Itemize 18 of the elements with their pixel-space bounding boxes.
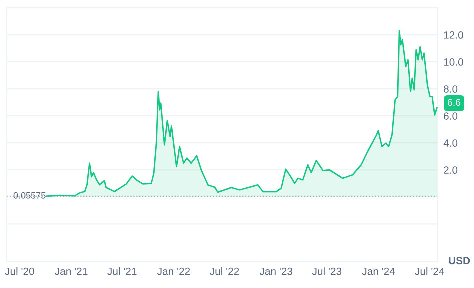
y-tick-label: 4.0 [444,140,458,147]
x-tick-label: Jan '21 [55,268,88,276]
x-tick-label: Jan '22 [157,268,190,276]
x-tick-label: Jul '20 [5,268,34,276]
y-axis-title: USD [449,257,470,265]
x-tick-label: Jul '22 [210,268,240,276]
ref-line-label: 0.05575 [14,192,46,199]
x-tick-label: Jul '24 [415,268,444,276]
y-tick-label: 10.0 [444,58,464,66]
x-tick-label: Jan '24 [362,268,396,276]
y-tick-label: 12.0 [444,32,464,39]
x-tick-label: Jul '23 [312,268,342,276]
y-tick-label: 2.0 [444,166,458,174]
annotation: 6.6 [448,99,461,106]
x-tick-label: Jan '23 [260,268,293,276]
y-tick-label: 6.0 [444,112,458,120]
y-tick-label: 8.0 [444,86,458,93]
x-tick-label: Jul '21 [108,268,137,276]
